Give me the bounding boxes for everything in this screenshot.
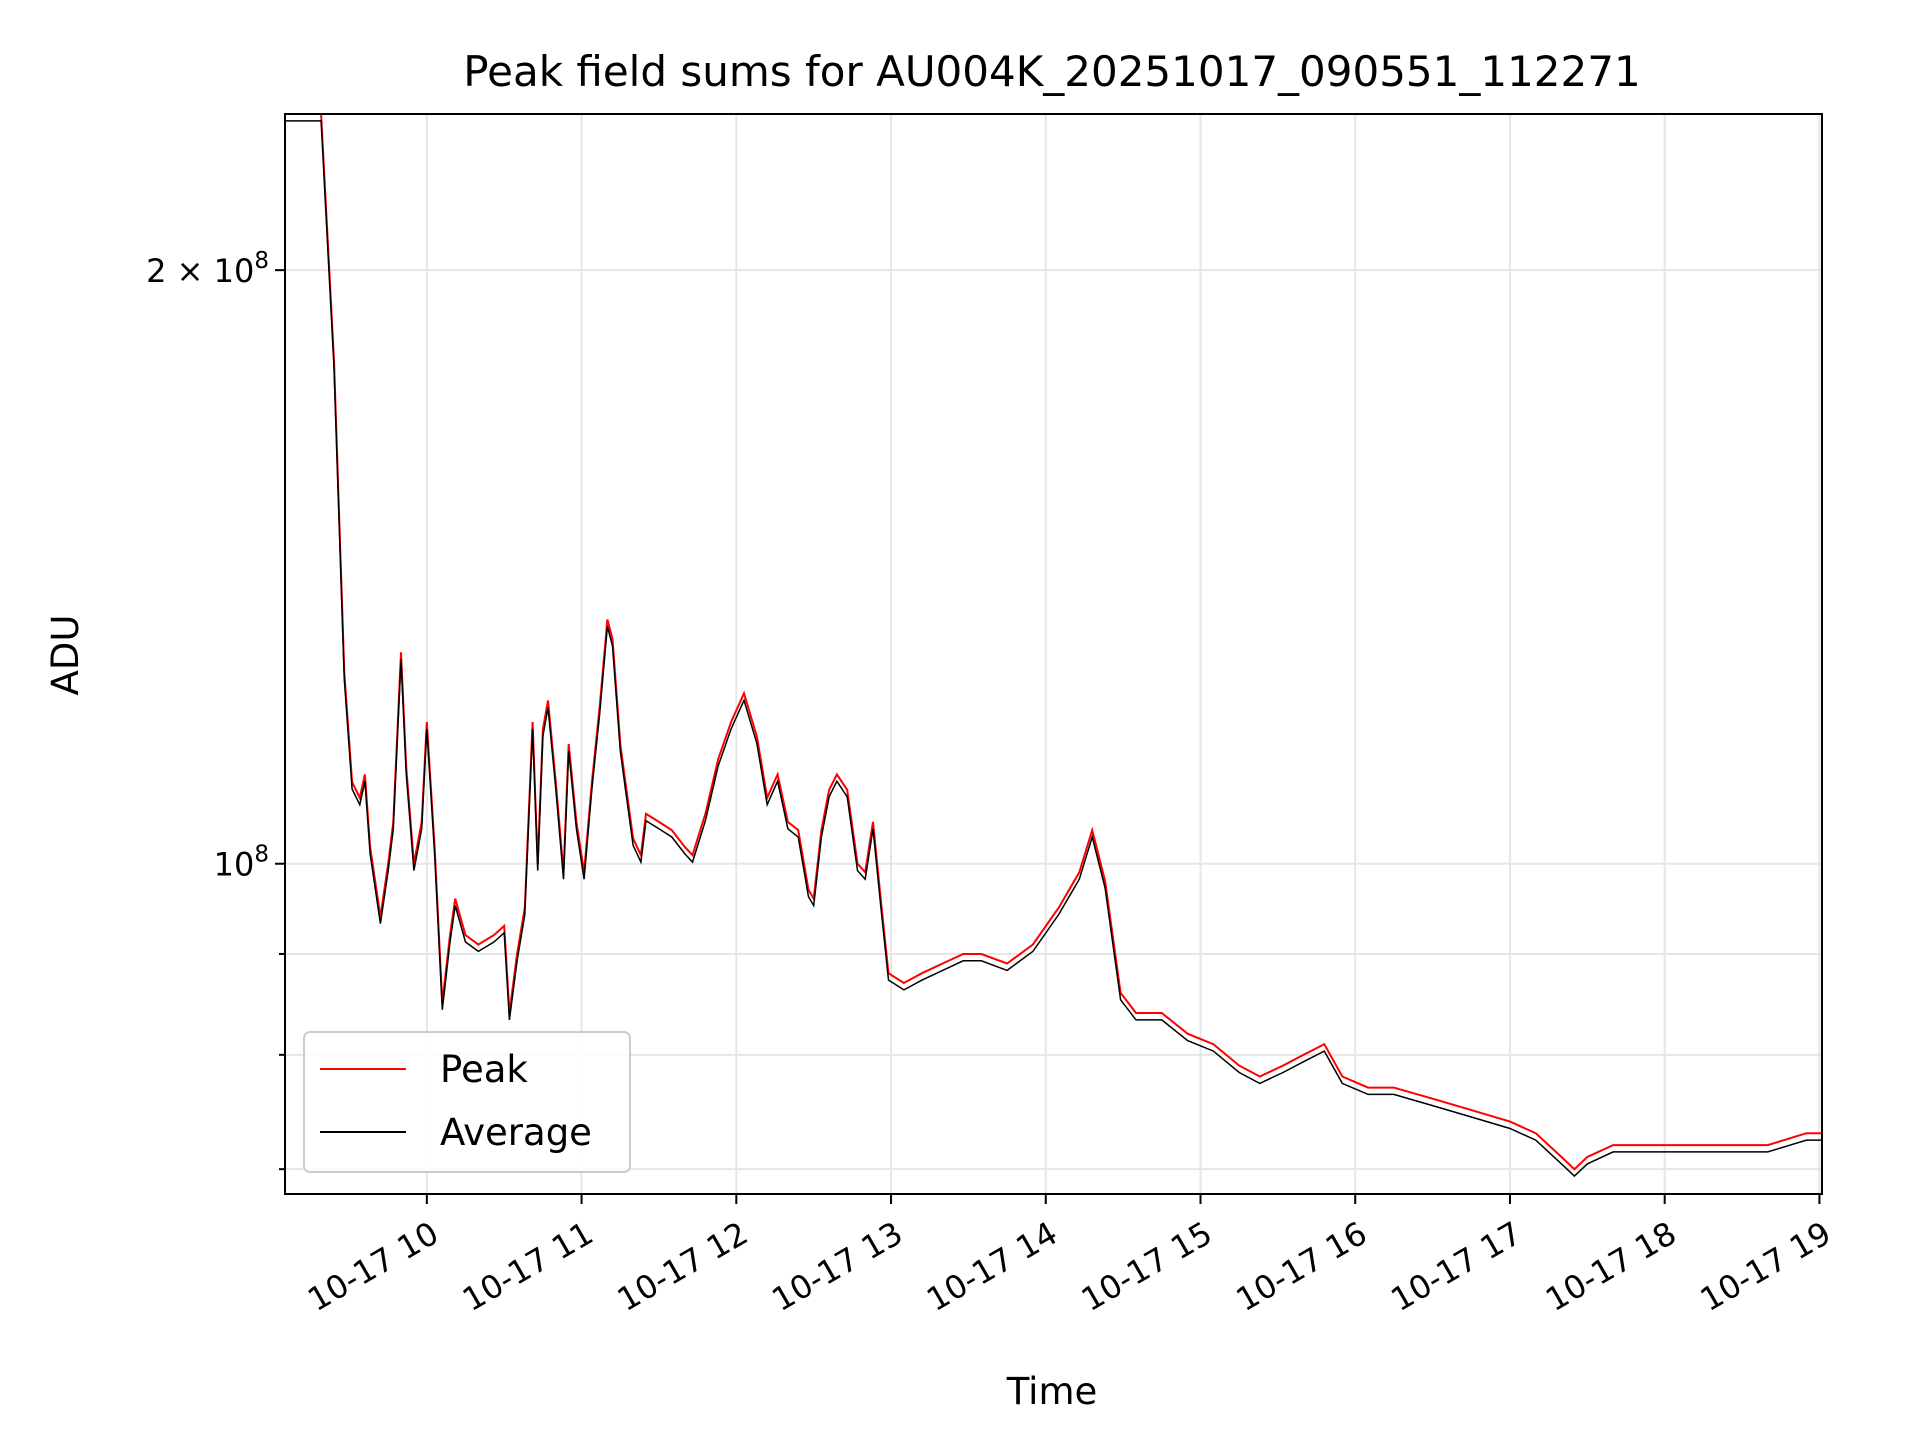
- y-axis-label: ADU: [44, 615, 87, 696]
- legend-label-peak: Peak: [440, 1048, 528, 1091]
- y-tick-label: 108: [214, 842, 269, 884]
- y-axis: 2 × 108 108: [146, 248, 285, 1171]
- series-line-average: [285, 120, 1822, 1178]
- series-layer: [285, 114, 1822, 1178]
- chart-title: Peak field sums for AU004K_20251017_0905…: [463, 47, 1640, 96]
- series-line-peak: [285, 114, 1822, 1171]
- grid: [285, 114, 1822, 1194]
- y-tick-label: 2 × 108: [146, 248, 269, 290]
- legend-box: [303, 1031, 631, 1173]
- legend-label-average: Average: [440, 1111, 592, 1154]
- x-axis-label: Time: [1006, 1370, 1098, 1413]
- plot-frame: [284, 113, 1823, 1195]
- legend: Peak Average: [303, 1031, 631, 1173]
